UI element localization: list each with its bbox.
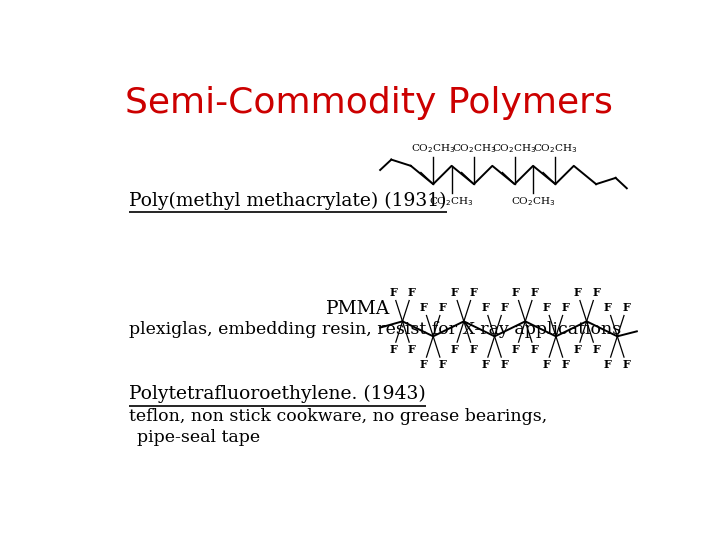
Text: CO$_2$CH$_3$: CO$_2$CH$_3$: [492, 142, 537, 155]
Text: F: F: [531, 344, 539, 355]
Text: F: F: [469, 287, 477, 299]
Text: F: F: [451, 344, 459, 355]
Text: F: F: [623, 359, 631, 370]
Text: F: F: [438, 359, 446, 370]
Text: F: F: [592, 287, 600, 299]
Text: F: F: [573, 287, 581, 299]
Text: Polytetrafluoroethylene. (1943): Polytetrafluoroethylene. (1943): [129, 385, 426, 403]
Text: Poly(methyl methacrylate) (1931): Poly(methyl methacrylate) (1931): [129, 192, 446, 210]
Text: CO$_2$CH$_3$: CO$_2$CH$_3$: [533, 142, 577, 155]
Text: F: F: [420, 302, 428, 313]
Text: F: F: [438, 302, 446, 313]
Text: F: F: [531, 287, 539, 299]
Text: F: F: [573, 344, 581, 355]
Text: Semi-Commodity Polymers: Semi-Commodity Polymers: [125, 85, 613, 119]
Text: F: F: [481, 359, 489, 370]
Text: F: F: [389, 344, 397, 355]
Text: CO$_2$CH$_3$: CO$_2$CH$_3$: [411, 142, 456, 155]
Text: F: F: [469, 344, 477, 355]
Text: F: F: [408, 287, 416, 299]
Text: F: F: [420, 359, 428, 370]
Text: F: F: [604, 302, 612, 313]
Text: F: F: [512, 287, 520, 299]
Text: F: F: [562, 302, 570, 313]
Text: F: F: [500, 302, 508, 313]
Text: F: F: [451, 287, 459, 299]
Text: CO$_2$CH$_3$: CO$_2$CH$_3$: [429, 195, 474, 208]
Text: F: F: [408, 344, 416, 355]
Text: pipe-seal tape: pipe-seal tape: [138, 429, 261, 446]
Text: F: F: [604, 359, 612, 370]
Text: F: F: [562, 359, 570, 370]
Text: F: F: [542, 359, 550, 370]
Text: F: F: [542, 302, 550, 313]
Text: F: F: [592, 344, 600, 355]
Text: F: F: [500, 359, 508, 370]
Text: F: F: [389, 287, 397, 299]
Text: F: F: [512, 344, 520, 355]
Text: F: F: [481, 302, 489, 313]
Text: F: F: [623, 302, 631, 313]
Text: plexiglas, embedding resin, resist for X-ray applications: plexiglas, embedding resin, resist for X…: [129, 321, 621, 338]
Text: teflon, non stick cookware, no grease bearings,: teflon, non stick cookware, no grease be…: [129, 408, 547, 425]
Text: PMMA: PMMA: [325, 300, 390, 318]
Text: CO$_2$CH$_3$: CO$_2$CH$_3$: [510, 195, 555, 208]
Text: CO$_2$CH$_3$: CO$_2$CH$_3$: [451, 142, 496, 155]
